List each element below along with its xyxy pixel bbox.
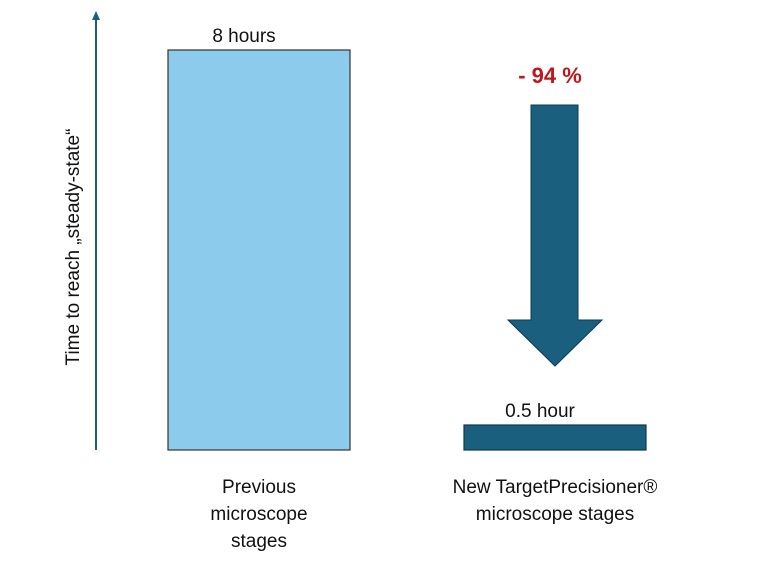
y-axis-arrowhead [92,11,100,20]
value-label: 8 hours [212,26,275,47]
decrease-arrow [506,104,604,367]
bar [167,49,351,451]
value-label: 0.5 hour [505,401,575,422]
annotation: - 94 % [518,63,582,88]
category-label: Previous microscope stages [210,477,308,552]
bar [463,424,647,451]
category-label: New TargetPrecisioner® microscope stages [452,477,658,525]
y-axis-label: Time to reach „steady-state“ [63,129,84,366]
